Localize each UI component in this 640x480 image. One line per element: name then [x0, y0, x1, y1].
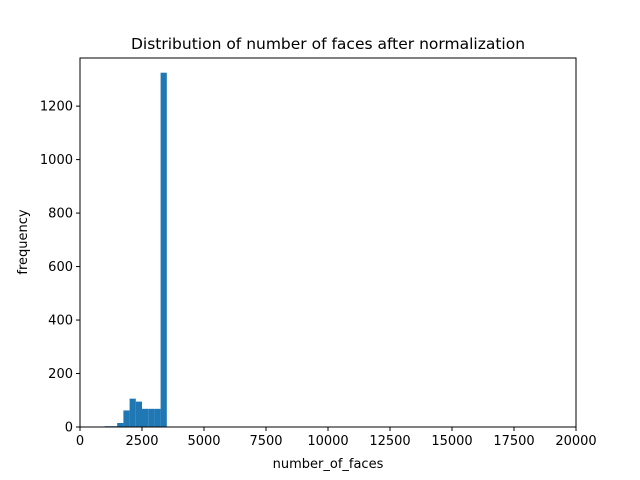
histogram-bar-8: [154, 408, 161, 427]
y-tick-label-5: 1000: [40, 153, 73, 168]
y-tick-label-0: 0: [65, 421, 73, 436]
x-tick-label-1: 2500: [125, 434, 158, 449]
histogram-bar-9: [160, 72, 167, 428]
x-tick-label-8: 20000: [555, 434, 596, 449]
y-tick-label-4: 800: [48, 207, 73, 222]
plot-frame: [79, 57, 577, 428]
x-axis-label: number_of_faces: [273, 457, 384, 472]
histogram-bar-3: [123, 410, 130, 427]
histogram-bar-5: [135, 401, 142, 427]
x-tick-label-7: 17500: [493, 434, 534, 449]
x-tick-label-2: 5000: [187, 434, 220, 449]
x-tick-label-0: 0: [76, 434, 84, 449]
y-tick-label-1: 200: [48, 367, 73, 382]
y-tick-label-6: 1200: [40, 100, 73, 115]
x-tick-label-5: 12500: [369, 434, 410, 449]
chart-title: Distribution of number of faces after no…: [131, 35, 525, 53]
x-tick-label-3: 7500: [249, 434, 282, 449]
histogram-bar-2: [117, 422, 124, 427]
bars-group: [104, 72, 167, 428]
y-tick-label-2: 400: [48, 314, 73, 329]
x-tick-label-6: 15000: [431, 434, 472, 449]
x-tick-label-4: 10000: [307, 434, 348, 449]
x-axis-ticks: 0 2500 5000 7500 10000 12500 15000 17500 20000: [76, 427, 597, 449]
y-axis-ticks: 0 200 400 600 800 1000 1200: [40, 100, 80, 436]
y-tick-label-3: 600: [48, 260, 73, 275]
histogram-bar-6: [142, 408, 149, 427]
histogram-bar-7: [148, 408, 155, 427]
histogram-bar-4: [129, 398, 136, 427]
y-axis-label: frequency: [16, 209, 31, 275]
